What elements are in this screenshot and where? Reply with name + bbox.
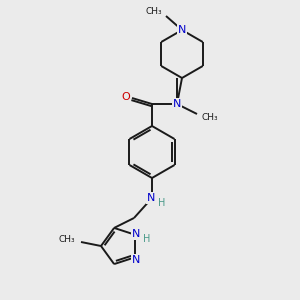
Text: CH₃: CH₃ [146, 8, 162, 16]
Text: N: N [132, 255, 141, 265]
Text: CH₃: CH₃ [58, 236, 75, 244]
Text: N: N [132, 229, 141, 239]
Text: H: H [158, 198, 166, 208]
Text: CH₃: CH₃ [202, 112, 219, 122]
Text: N: N [173, 99, 181, 109]
Text: N: N [178, 25, 186, 35]
Text: H: H [143, 234, 150, 244]
Text: N: N [147, 193, 155, 203]
Text: O: O [122, 92, 130, 102]
